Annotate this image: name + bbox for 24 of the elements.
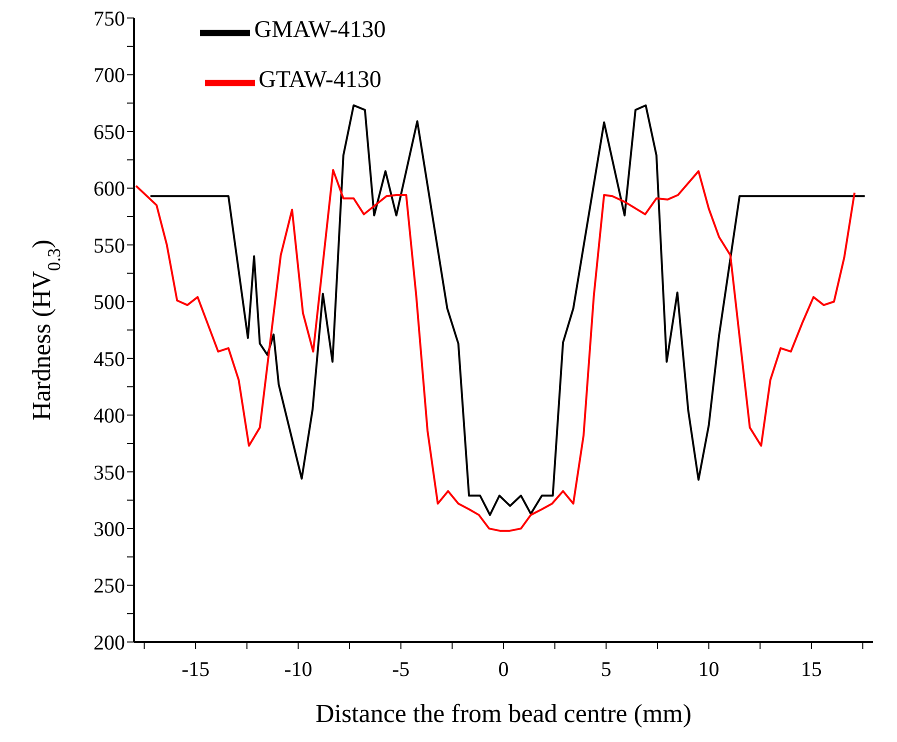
x-axis-title: Distance the from bead centre (mm) [315,699,692,728]
legend-label: GTAW-4130 [258,66,382,93]
y-tick-label: 550 [94,233,125,258]
y-tick-label: 750 [94,6,125,30]
y-tick-label: 200 [94,630,125,654]
line-series [135,169,856,532]
legend-label: GMAW-4130 [254,16,386,43]
y-tick-label: 250 [94,574,125,598]
y-tick-label: 500 [94,290,125,314]
y-tick-label: 650 [94,120,125,144]
x-tick-label: 10 [698,656,720,681]
line-series [149,104,866,516]
x-tick-label: 15 [800,656,822,681]
y-tick-label: 700 [94,63,125,88]
x-tick-label: 0 [498,656,509,681]
y-tick-label: 400 [94,404,125,428]
y-tick-label: 350 [94,460,125,484]
y-tick-label: 600 [94,176,125,201]
y-tick-label: 450 [94,346,125,371]
x-tick-label: -10 [284,656,312,681]
x-tick-label: 5 [600,656,612,681]
y-tick-label: 300 [94,517,125,541]
x-tick-label: -15 [182,656,210,681]
x-tick-label: -5 [392,656,410,681]
